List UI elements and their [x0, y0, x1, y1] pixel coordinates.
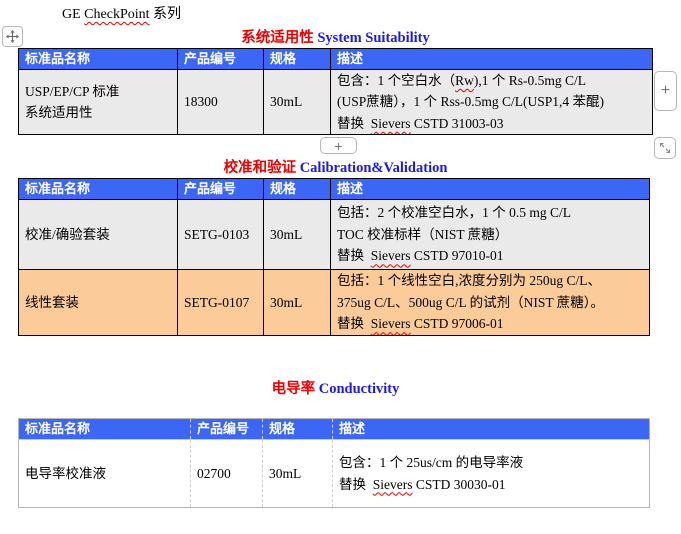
table-row: 线性套装 SETG-0107 30mL 包括：1 个线性空白,浓度分别为 250… [19, 269, 649, 335]
desc-line: 包括：2 个校准空白水，1 个 0.5 mg C/L [337, 205, 572, 221]
table-header-row: 标准品名称 产品编号 规格 描述 [19, 419, 649, 439]
section-title-calibration-validation: 校准和验证 Calibration&Validation [18, 156, 653, 177]
header-cell-code[interactable]: 产品编号 [178, 49, 264, 69]
table-header-row: 标准品名称 产品编号 规格 描述 [19, 49, 652, 69]
desc-spellcheck-word: Sievers [370, 115, 411, 131]
desc-line: TOC 校准标样（NIST 蔗糖） [337, 226, 509, 242]
cell-spec[interactable]: 30mL [264, 70, 331, 134]
spec-value: 30mL [270, 226, 303, 242]
desc-line: (USP蔗糖），1 个 Rss-0.5mg C/L(USP1,4 苯醌) [337, 94, 605, 110]
desc-text: 替换 [337, 115, 371, 131]
expand-icon [659, 142, 671, 154]
header-cell-spec[interactable]: 规格 [264, 179, 331, 199]
header-cell-code[interactable]: 产品编号 [178, 179, 264, 199]
name-line: 电导率校准液 [25, 465, 106, 481]
code-value: 02700 [197, 465, 231, 481]
desc-text: CSTD 30030-01 [412, 476, 506, 492]
desc-line: 替换 Sievers CSTD 30030-01 [339, 474, 643, 496]
section-title-en: Conductivity [315, 381, 400, 397]
document-title-post: 系列 [149, 7, 182, 22]
desc-text: 包含：1 个空白水（ [337, 72, 456, 88]
cell-code[interactable]: 18300 [178, 70, 264, 134]
desc-text: 替换 [339, 476, 373, 492]
table-resize-button[interactable] [654, 137, 676, 159]
cell-name[interactable]: 线性套装 [19, 270, 178, 335]
header-cell-name[interactable]: 标准品名称 [19, 419, 191, 439]
header-cell-spec[interactable]: 规格 [263, 419, 333, 439]
cell-spec[interactable]: 30mL [264, 200, 331, 269]
document-title-spellcheck-word: CheckPoint [84, 7, 150, 22]
header-cell-code[interactable]: 产品编号 [191, 419, 263, 439]
desc-line: 替换 Sievers CSTD 31003-03 [337, 113, 646, 134]
cell-desc[interactable]: 包含：1 个 25us/cm 的电导率液 替换 Sievers CSTD 300… [333, 440, 649, 507]
table-conductivity: 标准品名称 产品编号 规格 描述 电导率校准液 02700 30mL 包含：1 … [18, 418, 650, 508]
cell-code[interactable]: SETG-0103 [178, 200, 264, 269]
section-title-zh: 校准和验证 [223, 160, 297, 176]
desc-line: 包含：1 个空白水（Rw),1 个 Rs-0.5mg C/L [337, 70, 646, 91]
move-icon [6, 30, 19, 43]
cell-desc[interactable]: 包含：1 个空白水（Rw),1 个 Rs-0.5mg C/L (USP蔗糖），1… [331, 70, 652, 134]
desc-spellcheck-word: Rw [455, 72, 474, 88]
desc-text: ),1 个 Rs-0.5mg C/L [473, 72, 587, 88]
cell-name[interactable]: 校准/确验套装 [19, 200, 178, 269]
code-value: 18300 [184, 94, 218, 110]
header-cell-desc[interactable]: 描述 [337, 51, 364, 66]
table-system-suitability: 标准品名称 产品编号 规格 描述 USP/EP/CP 标准 系统适用性 1830… [18, 48, 653, 135]
name-line: 系统适用性 [25, 105, 93, 120]
cell-code[interactable]: 02700 [191, 440, 263, 507]
desc-line: 375ug C/L、500ug C/L 的试剂（NIST 蔗糖）。 [337, 294, 605, 310]
name-line: USP/EP/CP 标准 [25, 83, 120, 99]
section-title-conductivity: 电导率 Conductivity [18, 377, 653, 398]
code-value: SETG-0103 [184, 226, 250, 242]
cell-name[interactable]: 电导率校准液 [19, 440, 191, 507]
section-title-zh: 电导率 [271, 381, 316, 397]
table-row: USP/EP/CP 标准 系统适用性 18300 30mL 包含：1 个空白水（… [19, 69, 652, 134]
header-cell-desc[interactable]: 描述 [337, 181, 364, 196]
document-title: GE CheckPoint 系列 [62, 3, 181, 23]
header-cell-name[interactable]: 标准品名称 [19, 179, 178, 199]
desc-text: CSTD 97010-01 [410, 248, 504, 264]
desc-line: 替换 Sievers CSTD 97010-01 [337, 245, 643, 267]
header-cell-name[interactable]: 标准品名称 [19, 49, 178, 69]
desc-spellcheck-word: Sievers [370, 248, 411, 264]
section-title-system-suitability: 系统适用性 System Suitability [18, 26, 653, 47]
desc-text: CSTD 31003-03 [410, 115, 504, 131]
spec-value: 30mL [270, 294, 303, 310]
desc-line: 包括：1 个线性空白,浓度分别为 250ug C/L、 [337, 273, 602, 289]
spec-value: 30mL [269, 465, 302, 481]
cell-desc[interactable]: 包括：1 个线性空白,浓度分别为 250ug C/L、 375ug C/L、50… [331, 270, 649, 335]
add-row-button[interactable]: + [320, 137, 357, 154]
name-line: 线性套装 [25, 294, 79, 310]
name-line: 校准/确验套装 [25, 226, 110, 242]
table-calibration-validation: 标准品名称 产品编号 规格 描述 校准/确验套装 SETG-0103 30mL … [18, 178, 650, 336]
desc-line: 包含：1 个 25us/cm 的电导率液 [339, 455, 524, 470]
cell-spec[interactable]: 30mL [263, 440, 333, 507]
desc-line: 替换 Sievers CSTD 97006-01 [337, 313, 643, 335]
header-cell-spec[interactable]: 规格 [264, 49, 331, 69]
table-header-row: 标准品名称 产品编号 规格 描述 [19, 179, 649, 199]
cell-spec[interactable]: 30mL [264, 270, 331, 335]
cell-desc[interactable]: 包括：2 个校准空白水，1 个 0.5 mg C/L TOC 校准标样（NIST… [331, 200, 649, 269]
section-title-en: Calibration&Validation [296, 160, 448, 176]
spec-value: 30mL [270, 94, 303, 110]
cell-name[interactable]: USP/EP/CP 标准 系统适用性 [19, 70, 178, 134]
desc-spellcheck-word: Sievers [372, 476, 413, 492]
add-column-button[interactable]: + [654, 71, 677, 111]
desc-text: 替换 [337, 248, 371, 264]
table-row: 校准/确验套装 SETG-0103 30mL 包括：2 个校准空白水，1 个 0… [19, 199, 649, 269]
desc-text: CSTD 97006-01 [410, 316, 504, 332]
desc-text: 替换 [337, 316, 371, 332]
plus-icon: + [660, 82, 671, 99]
document-title-pre: GE [62, 7, 85, 22]
section-title-zh: 系统适用性 [241, 30, 314, 46]
code-value: SETG-0107 [184, 294, 250, 310]
section-title-en: System Suitability [313, 30, 430, 46]
cell-code[interactable]: SETG-0107 [178, 270, 264, 335]
table-row: 电导率校准液 02700 30mL 包含：1 个 25us/cm 的电导率液 替… [19, 439, 649, 507]
desc-spellcheck-word: Sievers [370, 316, 411, 332]
plus-icon: + [334, 137, 343, 154]
header-cell-desc[interactable]: 描述 [339, 421, 366, 436]
table-move-handle[interactable] [2, 26, 23, 47]
